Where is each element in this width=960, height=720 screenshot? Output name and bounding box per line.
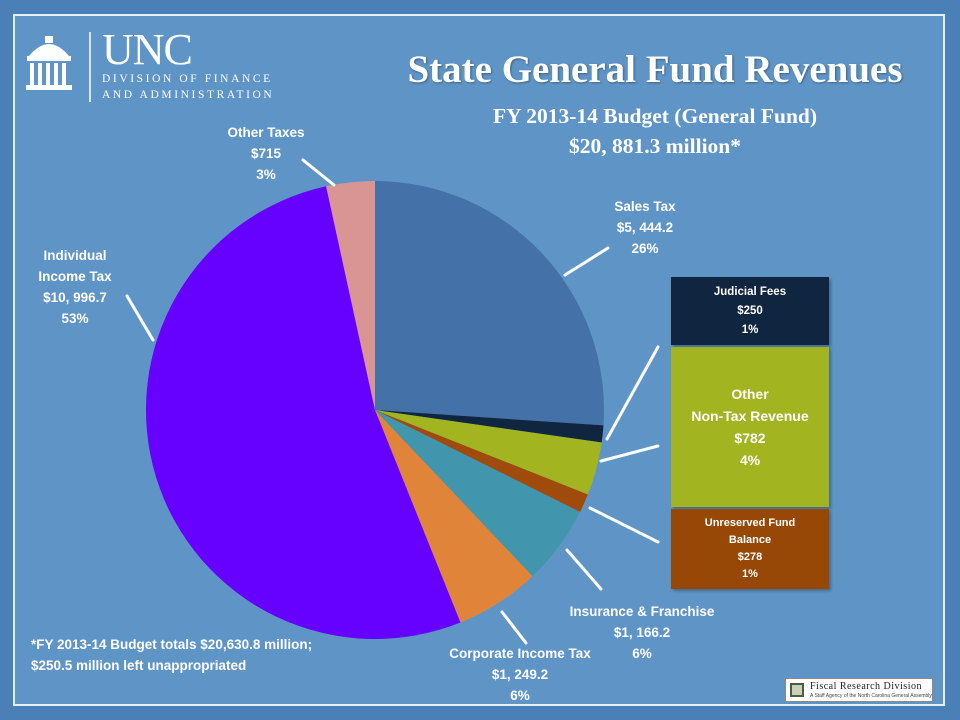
label-insurance: Insurance & Franchise $1, 166.2 6% <box>557 601 727 664</box>
label-corporate-name: Corporate Income Tax <box>449 646 591 661</box>
label-unreserved-name-1: Unreserved Fund <box>704 517 796 529</box>
leader-individual <box>125 294 155 342</box>
label-unreserved-amount: $278 <box>737 551 763 563</box>
pie-slices <box>145 181 604 640</box>
label-other-taxes-pct: 3% <box>256 167 276 182</box>
leader-other-nontax <box>599 444 660 463</box>
label-corporate-amount: $1, 249.2 <box>491 667 549 682</box>
label-sales-tax-amount: $5, 444.2 <box>616 220 674 235</box>
label-corporate-pct: 6% <box>510 688 530 703</box>
leader-judicial-fees <box>605 345 660 441</box>
label-other-nontax-amount: $782 <box>734 430 766 446</box>
chart-title: State General Fund Revenues <box>407 48 903 91</box>
label-individual-amount: $10, 996.7 <box>43 290 107 305</box>
uni-abbrev: UNC <box>102 25 193 74</box>
pie-slice-judicial-fees <box>375 410 604 443</box>
label-unreserved-name-2: Balance <box>728 534 772 546</box>
leader-insurance <box>565 548 603 591</box>
label-sales-tax-name: Sales Tax <box>614 199 676 214</box>
label-corporate: Corporate Income Tax $1, 249.2 6% <box>425 643 615 704</box>
label-box-unreserved: Unreserved Fund Balance $278 1% <box>671 509 829 589</box>
label-judicial-fees-name: Judicial Fees <box>713 285 787 298</box>
label-sales-tax-pct: 26% <box>631 241 659 256</box>
pie-slice-individual-income-tax <box>145 186 461 640</box>
label-judicial-fees-pct: 1% <box>741 323 759 336</box>
leader-lines <box>125 158 660 645</box>
unc-logo <box>26 32 91 102</box>
leader-corporate <box>500 610 528 645</box>
pie-chart <box>125 158 660 645</box>
label-box-other-nontax: Other Non-Tax Revenue $782 4% <box>671 347 829 507</box>
label-other-nontax-pct: 4% <box>739 452 761 468</box>
frd-logo-icon <box>790 683 804 697</box>
slide: UNC DIVISION OF FINANCE AND ADMINISTRATI… <box>13 14 945 706</box>
leader-unreserved <box>588 506 660 544</box>
label-individual-pct: 53% <box>61 311 89 326</box>
label-other-nontax-name-2: Non-Tax Revenue <box>691 408 809 424</box>
leader-other-taxes <box>301 158 336 187</box>
label-other-nontax-name-1: Other <box>731 386 769 402</box>
label-individual-name-2: Income Tax <box>38 269 112 284</box>
pie-slice-other-taxes <box>326 181 375 410</box>
frd-tagline: A Staff Agency of the North Carolina Gen… <box>810 693 932 699</box>
chart-subtitle-1: FY 2013-14 Budget (General Fund) <box>492 104 818 128</box>
uni-line-2: AND ADMINISTRATION <box>102 89 275 101</box>
pie-slice-insurance-franchise <box>375 410 581 577</box>
pie-slice-unreserved-fund-balance <box>375 410 588 512</box>
label-other-taxes: Other Taxes $715 3% <box>191 122 341 185</box>
uni-line-1: DIVISION OF FINANCE <box>102 73 273 85</box>
fiscal-research-division-badge: Fiscal Research Division A Staff Agency … <box>785 678 933 702</box>
label-other-taxes-name: Other Taxes <box>227 125 305 140</box>
label-insurance-name: Insurance & Franchise <box>569 604 715 619</box>
label-insurance-pct: 6% <box>632 646 652 661</box>
label-insurance-amount: $1, 166.2 <box>613 625 671 640</box>
label-sales-tax: Sales Tax $5, 444.2 26% <box>570 196 720 259</box>
label-other-taxes-amount: $715 <box>250 146 282 161</box>
leader-sales-tax <box>563 246 610 277</box>
label-judicial-fees-amount: $250 <box>737 304 763 317</box>
label-individual-name-1: Individual <box>43 248 107 263</box>
label-box-judicial-fees: Judicial Fees $250 1% <box>671 277 829 345</box>
footnote: *FY 2013-14 Budget totals $20,630.8 mill… <box>31 637 313 673</box>
label-individual: Individual Income Tax $10, 996.7 53% <box>15 245 140 329</box>
label-unreserved-pct: 1% <box>742 568 758 580</box>
frd-name: Fiscal Research Division <box>810 681 922 692</box>
pie-slice-other-non-tax-revenue <box>375 410 602 495</box>
pie-slice-sales-tax <box>375 181 604 426</box>
old-well-icon <box>26 36 72 90</box>
pie-slice-corporate-income-tax <box>375 410 533 623</box>
chart-subtitle-2: $20, 881.3 million* <box>568 134 741 158</box>
